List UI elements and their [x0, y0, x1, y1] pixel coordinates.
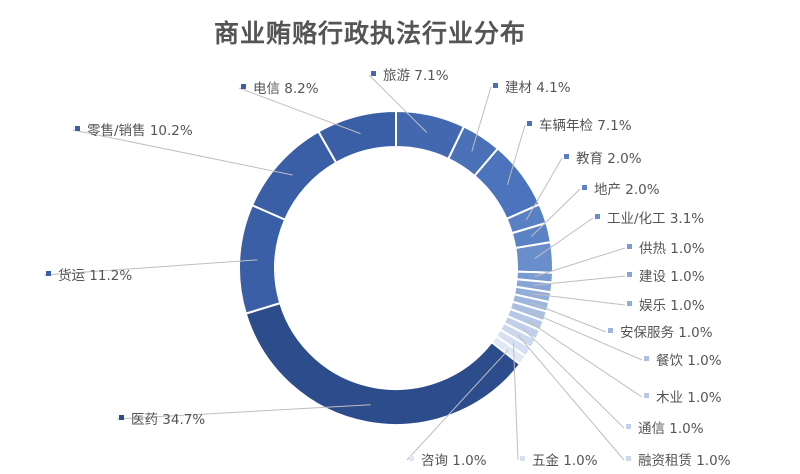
- data-label-娱乐: 娱乐 1.0%: [639, 298, 705, 314]
- slice-零售-销售: [250, 130, 338, 221]
- legend-marker-餐饮: [644, 356, 649, 361]
- legend-marker-木业: [644, 393, 649, 398]
- leader-line-娱乐: [532, 293, 626, 306]
- data-label-供热: 供热 1.0%: [639, 241, 705, 257]
- legend-marker-五金: [520, 456, 525, 461]
- data-label-旅游: 旅游 7.1%: [383, 68, 449, 84]
- legend-marker-地产: [582, 185, 587, 190]
- legend-marker-咨询: [409, 456, 414, 461]
- slice-医药: [244, 301, 522, 426]
- legend-marker-娱乐: [627, 301, 632, 306]
- chart-title: 商业贿赂行政执法行业分布: [213, 19, 526, 48]
- leader-line-餐饮: [528, 310, 643, 361]
- data-label-融资租赁: 融资租赁 1.0%: [638, 453, 731, 469]
- legend-marker-安保服务: [608, 328, 613, 333]
- legend-marker-医药: [119, 415, 124, 420]
- data-label-通信: 通信 1.0%: [638, 421, 704, 437]
- legend-marker-旅游: [371, 71, 376, 76]
- leader-line-建设: [533, 275, 626, 286]
- leader-line-工业-化工: [534, 217, 594, 260]
- data-label-零售-销售: 零售/销售 10.2%: [87, 123, 193, 139]
- data-label-五金: 五金 1.0%: [532, 453, 598, 469]
- leader-line-供热: [534, 247, 626, 277]
- legend-marker-车辆年检: [527, 121, 532, 126]
- legend-marker-供热: [627, 244, 632, 249]
- slice-工业-化工: [514, 240, 554, 274]
- leader-line-融资租赁: [517, 334, 625, 461]
- leader-line-零售-销售: [72, 129, 293, 176]
- legend-marker-教育: [564, 154, 569, 159]
- data-label-车辆年检: 车辆年检 7.1%: [539, 117, 632, 134]
- legend-marker-建材: [493, 83, 498, 88]
- data-label-医药: 医药 34.7%: [131, 412, 205, 428]
- data-label-地产: 地产 2.0%: [594, 182, 660, 198]
- leader-line-货运: [43, 259, 258, 276]
- leader-line-通信: [521, 326, 625, 429]
- legend-marker-通信: [626, 424, 631, 429]
- data-label-电信: 电信 8.2%: [253, 81, 319, 97]
- slice-电信: [317, 109, 397, 165]
- legend-marker-货运: [46, 271, 51, 276]
- data-label-安保服务: 安保服务 1.0%: [620, 325, 713, 341]
- leader-line-五金: [512, 342, 519, 461]
- leader-line-安保服务: [530, 302, 607, 333]
- leader-line-咨询: [406, 349, 509, 461]
- data-label-工业-化工: 工业/化工 3.1%: [607, 211, 704, 227]
- data-label-货运: 货运 11.2%: [58, 267, 132, 284]
- data-label-木业: 木业 1.0%: [656, 390, 722, 406]
- leader-line-木业: [525, 318, 643, 398]
- data-label-教育: 教育 2.0%: [576, 151, 642, 167]
- data-label-餐饮: 餐饮 1.0%: [656, 353, 722, 369]
- leader-line-车辆年检: [506, 124, 526, 186]
- leader-line-教育: [525, 157, 563, 221]
- leader-line-地产: [531, 188, 581, 237]
- data-label-建设: 建设 1.0%: [639, 269, 705, 285]
- legend-marker-电信: [241, 84, 246, 89]
- leader-line-电信: [238, 87, 361, 135]
- legend-marker-工业-化工: [595, 214, 600, 219]
- leader-line-医药: [116, 404, 371, 420]
- slice-货运: [238, 203, 287, 315]
- legend-marker-融资租赁: [626, 456, 631, 461]
- legend-marker-零售-销售: [75, 126, 80, 131]
- data-label-建材: 建材 4.1%: [505, 80, 571, 96]
- leader-line-旅游: [368, 74, 428, 133]
- leader-line-建材: [471, 86, 492, 152]
- data-label-咨询: 咨询 1.0%: [421, 453, 487, 469]
- legend-marker-建设: [627, 272, 632, 277]
